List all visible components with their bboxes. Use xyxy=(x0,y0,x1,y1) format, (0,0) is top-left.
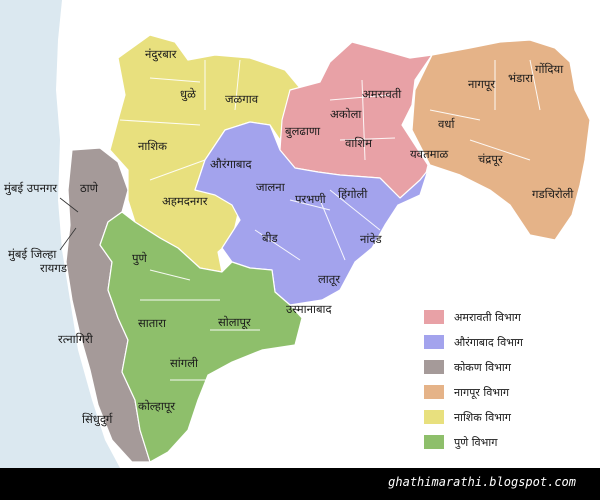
region-nagpur xyxy=(411,39,591,241)
label-nagpur: नागपूर xyxy=(468,77,495,92)
legend-swatch-2 xyxy=(424,360,444,374)
label-pune: पुणे xyxy=(132,251,148,266)
label-solapur: सोलापूर xyxy=(218,315,251,330)
label-sindhudurg: सिंधुदुर्ग xyxy=(82,412,113,427)
legend: अमरावती विभाग औरंगाबाद विभाग कोकण विभाग नाग… xyxy=(424,310,524,449)
label-ratnagiri: रत्नागिरी xyxy=(58,332,94,346)
district-labels: नंदुरबार धुळे जळगाव नाशिक अहमदनगर अमरावत… xyxy=(4,47,574,427)
legend-label-5: पुणे विभाग xyxy=(454,436,498,449)
label-chandrapur: चंद्रपूर xyxy=(478,152,503,167)
district-boundaries xyxy=(119,59,541,381)
label-amravati: अमरावती xyxy=(362,87,402,101)
label-nandurbar: नंदुरबार xyxy=(145,47,177,62)
legend-label-4: नाशिक विभाग xyxy=(454,411,512,424)
label-ahmednagar: अहमदनगर xyxy=(162,194,208,208)
label-dhule: धुळे xyxy=(180,87,196,102)
legend-label-1: औरंगाबाद विभाग xyxy=(454,336,524,349)
label-mumbai-city: मुंबई जिल्हा xyxy=(8,247,57,262)
legend-swatch-3 xyxy=(424,385,444,399)
label-jalgaon: जळगाव xyxy=(225,92,259,106)
legend-label-0: अमरावती विभाग xyxy=(454,311,522,324)
label-akola: अकोला xyxy=(330,107,362,121)
label-nashik: नाशिक xyxy=(138,139,167,153)
label-kolhapur: कोल्हापूर xyxy=(138,399,175,414)
footer-site-text: ghathimarathi.blogspot.com xyxy=(388,475,576,489)
label-wardha: वर्धा xyxy=(438,117,455,131)
label-aurangabad: औरंगाबाद xyxy=(210,157,252,171)
legend-swatch-0 xyxy=(424,310,444,324)
region-aurangabad xyxy=(194,121,429,306)
legend-swatch-1 xyxy=(424,335,444,349)
label-parbhani: परभणी xyxy=(295,192,327,206)
label-osmanabad: उस्मानाबाद xyxy=(286,302,333,316)
arabian-sea xyxy=(0,0,120,468)
label-nanded: नांदेड xyxy=(360,232,382,246)
label-washim: वाशिम xyxy=(345,136,373,150)
legend-label-3: नागपूर विभाग xyxy=(454,386,510,400)
label-bhandara: भंडारा xyxy=(508,71,534,85)
label-hingoli: हिंगोली xyxy=(338,187,368,201)
legend-swatch-4 xyxy=(424,410,444,424)
region-pune xyxy=(99,211,303,463)
label-jalna: जालना xyxy=(256,180,286,194)
label-gadchiroli: गडचिरोली xyxy=(532,187,574,201)
label-mumbai-suburban: मुंबई उपनगर xyxy=(4,181,57,196)
label-sangli: सांगली xyxy=(170,356,199,370)
label-thane: ठाणे xyxy=(80,181,99,195)
legend-swatch-5 xyxy=(424,435,444,449)
label-yavatmal: यवतमाळ xyxy=(410,147,448,161)
label-latur: लातूर xyxy=(318,272,340,287)
label-raigad: रायगड xyxy=(40,261,68,275)
label-gondia: गोंदिया xyxy=(535,62,564,76)
label-beed: बीड xyxy=(262,231,279,245)
footer-bar: ghathimarathi.blogspot.com xyxy=(0,468,600,500)
legend-label-2: कोकण विभाग xyxy=(454,361,512,374)
label-buldhana: बुलढाणा xyxy=(285,124,321,139)
mumbai-pointer-lines xyxy=(59,197,79,251)
label-satara: सातारा xyxy=(138,316,167,330)
